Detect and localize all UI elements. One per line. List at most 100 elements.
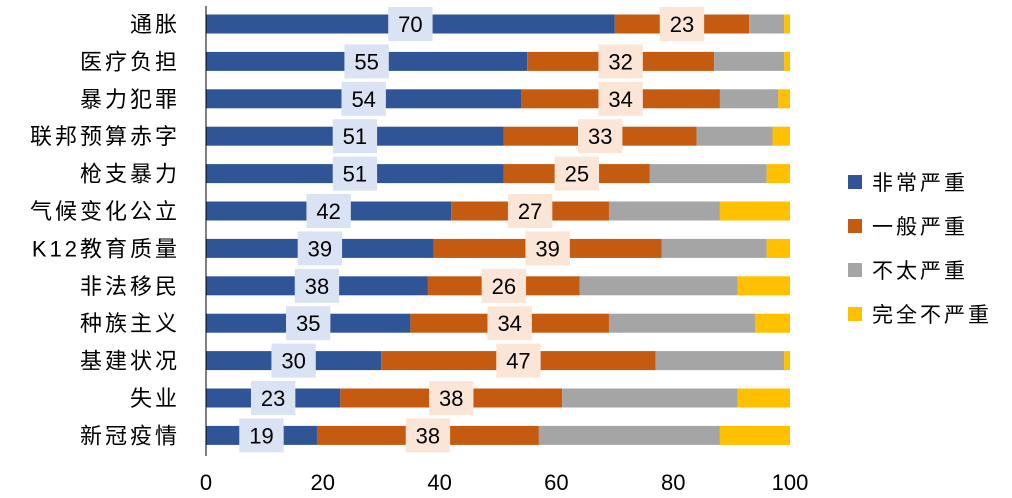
category-label: 暴力犯罪 (80, 87, 180, 112)
bar-segment (649, 164, 767, 184)
data-label-background (405, 418, 451, 453)
bar-segment (538, 425, 720, 445)
data-labels-layer: 70 23 55 32 54 34 51 33 51 25 42 27 39 39 38 26 35 34 30 47… (239, 7, 705, 453)
category-label: 基建状况 (80, 349, 180, 374)
data-label: 42 (316, 199, 340, 224)
data-label: 32 (608, 49, 632, 74)
data-label-background (598, 81, 643, 116)
data-label: 38 (305, 274, 329, 299)
data-label: 35 (296, 311, 320, 336)
data-label-background (429, 381, 474, 415)
bar-segment (655, 351, 785, 371)
data-label: 34 (497, 311, 521, 336)
bar-segment (766, 238, 790, 258)
data-label: 26 (492, 274, 516, 299)
category-label: K12教育质量 (32, 236, 180, 261)
legend-swatch (848, 307, 862, 321)
bar-segment (579, 276, 738, 296)
legend-swatch (848, 263, 862, 277)
category-label: 失业 (130, 386, 180, 411)
bar-segment (719, 89, 779, 109)
bar-segment (754, 313, 790, 333)
legend-swatch (848, 175, 862, 189)
bar-segment (719, 425, 790, 445)
bar-segment (778, 89, 790, 109)
data-label-background (239, 418, 284, 453)
data-label-background (578, 119, 623, 154)
bar-segment (772, 126, 790, 146)
data-label-background (332, 156, 378, 191)
bar-segment (562, 388, 738, 408)
legend-label: 一般严重 (872, 216, 968, 239)
bar-segment (737, 388, 790, 408)
data-label-background (598, 44, 643, 79)
x-tick-label: 80 (661, 470, 685, 495)
data-label-background (297, 231, 343, 266)
x-tick-label: 0 (200, 470, 212, 495)
data-label: 70 (398, 12, 422, 37)
data-label-background (507, 194, 553, 228)
category-label: 新冠疫情 (80, 423, 180, 448)
legend-label: 完全不严重 (872, 304, 992, 327)
bar-segment (608, 313, 755, 333)
bars-layer (206, 14, 790, 445)
data-label: 23 (261, 386, 285, 411)
x-tick-label: 100 (772, 470, 809, 495)
category-label: 非法移民 (80, 274, 180, 299)
category-label: 医疗负担 (80, 49, 180, 74)
bar-segment (608, 201, 720, 221)
data-label-background (271, 343, 316, 378)
data-label-background (554, 156, 600, 191)
data-label: 33 (588, 124, 612, 149)
data-label-background (286, 306, 331, 341)
data-label: 39 (535, 236, 559, 261)
legend-label: 非常严重 (872, 172, 968, 195)
data-label: 30 (281, 349, 305, 374)
x-tick-label: 60 (544, 470, 568, 495)
bar-segment (784, 14, 790, 34)
data-label: 55 (354, 49, 378, 74)
bar-segment (714, 51, 785, 71)
data-label: 38 (439, 386, 463, 411)
bar-segment (766, 164, 790, 184)
data-label-background (481, 268, 527, 303)
bar-segment (661, 238, 767, 258)
bar-segment (784, 51, 790, 71)
bar-segment (784, 351, 790, 371)
data-label-background (344, 44, 389, 79)
legend-label: 不太严重 (872, 260, 968, 283)
data-label-background (306, 194, 351, 228)
legend-swatch (848, 219, 862, 233)
data-label-background (659, 7, 705, 41)
x-axis-tick-labels: 0 20 40 60 80 100 (200, 470, 808, 495)
data-label-background (388, 7, 433, 41)
data-label-background (525, 231, 570, 266)
data-label: 23 (670, 12, 694, 37)
bar-segment (737, 276, 790, 296)
data-label: 27 (518, 199, 542, 224)
data-label-background (341, 81, 386, 116)
category-label: 气候变化公立 (30, 199, 180, 224)
data-label: 38 (416, 423, 440, 448)
data-label-background (487, 306, 532, 341)
category-label: 种族主义 (80, 311, 180, 336)
data-label: 25 (565, 162, 589, 187)
bar-segment (719, 201, 790, 221)
data-label: 47 (506, 349, 530, 374)
data-label-background (332, 119, 378, 154)
bar-segment (749, 14, 785, 34)
data-label-background (294, 268, 340, 303)
x-tick-label: 40 (427, 470, 451, 495)
data-label-background (250, 381, 296, 415)
bar-segment (696, 126, 773, 146)
data-label: 51 (343, 124, 367, 149)
data-label: 54 (351, 87, 375, 112)
data-label: 39 (308, 236, 332, 261)
data-label: 19 (249, 423, 273, 448)
data-label: 34 (608, 87, 632, 112)
data-label: 51 (343, 162, 367, 187)
data-label-background (496, 343, 541, 378)
